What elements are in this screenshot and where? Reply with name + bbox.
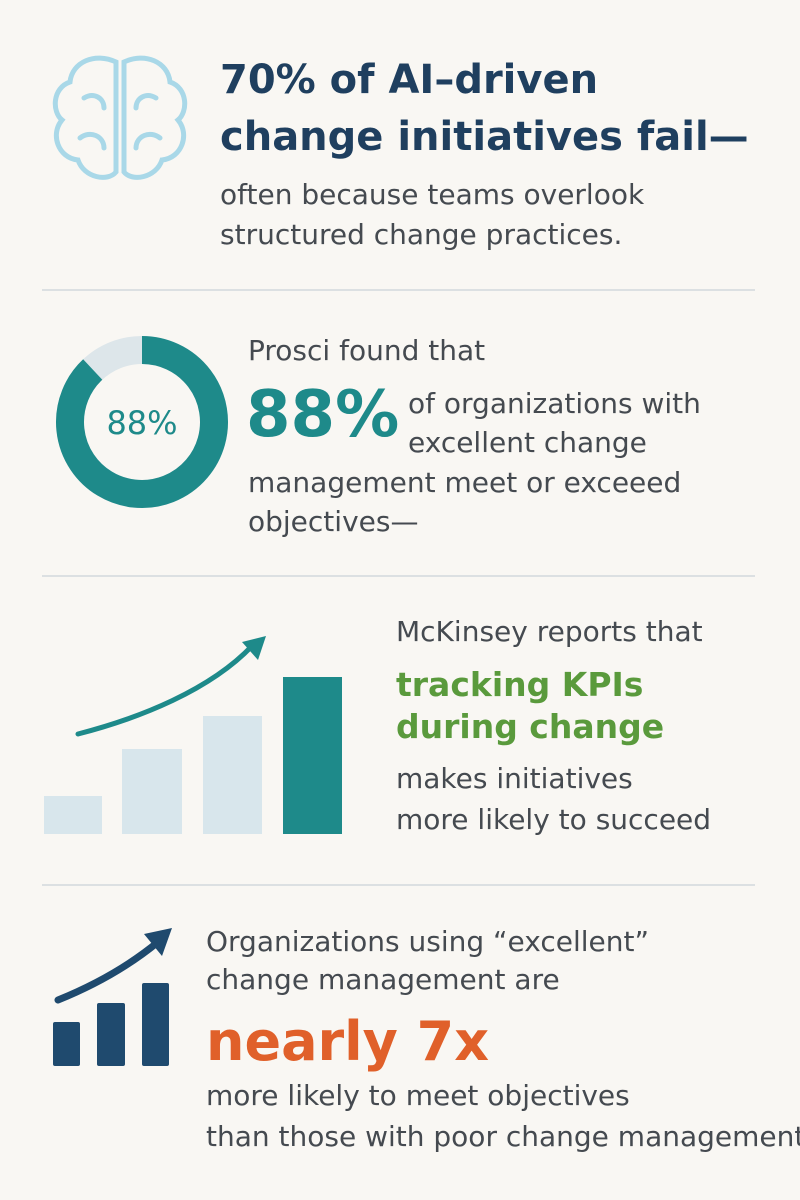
subtitle: often because teams overlook [220,178,645,211]
donut [56,336,228,508]
body-text: objectives— [248,505,418,538]
headline: change initiatives fail— [220,114,749,160]
icon-bar [203,716,262,834]
bars-icon [44,636,342,834]
brain-right [121,55,188,180]
icon-bar [122,749,182,834]
body-text: more likely to meet objectives [206,1079,630,1112]
body-text: more likely to succeed [396,803,711,836]
trend-arrow [54,938,162,1004]
icon-bar [142,983,169,1066]
intro: Prosci found that [248,334,485,367]
body-text: makes initiatives [396,762,633,795]
body-text: excellent change [408,426,647,459]
body-text: than those with poor change management [206,1120,800,1153]
headline: 70% of AI–driven [220,57,598,103]
trend-arrow [75,643,255,737]
body-text: management meet or exceeed [248,466,681,499]
brain-folds [77,93,163,151]
icon-bar [283,677,342,834]
arrow-head [144,928,172,956]
big-stat: 88% [246,378,399,452]
donut-label: 88% [106,404,177,442]
intro: Organizations using “excellent” [206,925,649,958]
arrow-head [242,636,266,660]
highlight: nearly 7x [206,1010,489,1073]
highlight: tracking KPIs [396,665,643,704]
brain-icon [52,55,188,180]
body-text: of organizations with [408,387,701,420]
intro: change management are [206,963,560,996]
brain-left [52,55,119,180]
intro: McKinsey reports that [396,615,703,648]
donut-arc [56,336,228,508]
icon-bar [53,1022,80,1066]
highlight: during change [396,707,664,746]
icon-bar [44,796,102,834]
subtitle: structured change practices. [220,218,622,251]
growth-icon [53,928,172,1066]
icon-bar [97,1003,125,1066]
